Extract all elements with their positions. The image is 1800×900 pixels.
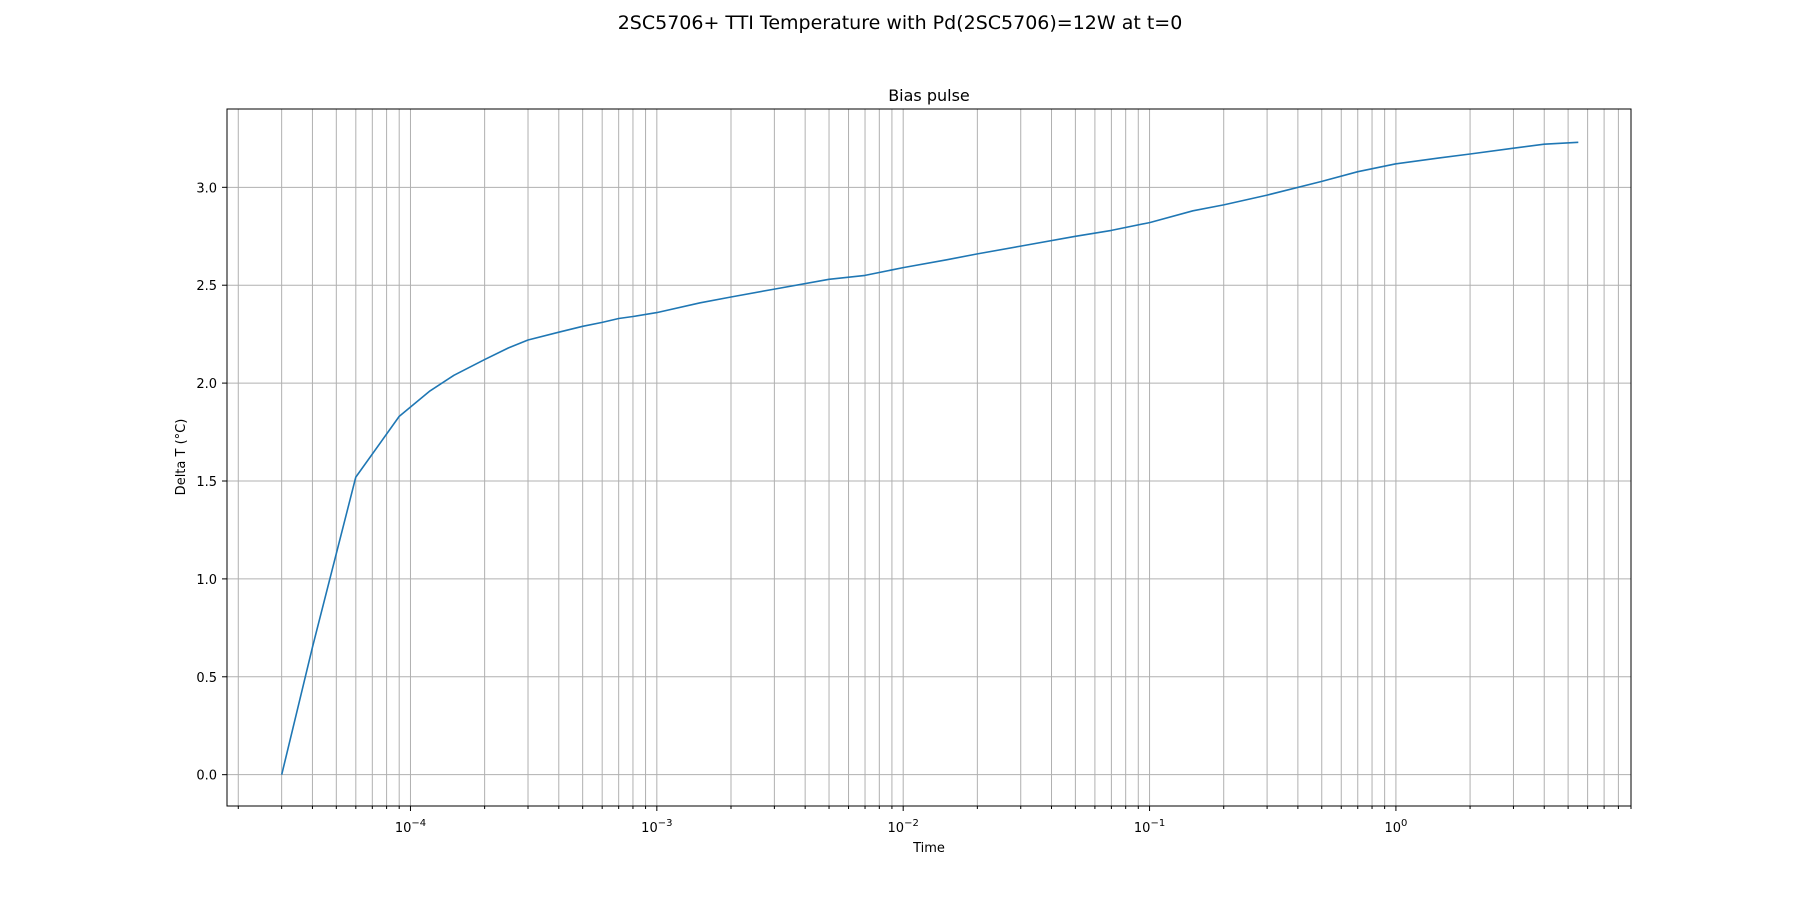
x-axis-label: Time	[912, 841, 945, 856]
y-tick-label: 2.5	[196, 279, 217, 294]
y-tick-label: 1.0	[196, 573, 217, 588]
ticks-layer: 0.0 0.5 1.0 1.5 2.0 2.5 3.0 10−4 10−3 10−2 10−1 100	[196, 181, 1632, 836]
y-tick-label: 0.0	[196, 769, 217, 784]
series-layer	[280, 141, 1579, 775]
series-line	[280, 141, 1579, 775]
y-tick-label: 0.5	[196, 671, 217, 686]
x-tick-label: 10−3	[641, 818, 672, 836]
y-axis-label: Delta T (°C)	[174, 419, 189, 496]
chart-title: Bias pulse	[888, 86, 970, 105]
x-tick-label: 10−4	[395, 818, 426, 836]
y-tick-label: 3.0	[196, 181, 217, 196]
figure-suptitle: 2SC5706+ TTI Temperature with Pd(2SC5706…	[617, 12, 1183, 34]
grid-layer	[227, 109, 1632, 806]
x-tick-label: 100	[1384, 818, 1407, 836]
y-tick-label: 2.0	[196, 377, 217, 392]
axes-frame	[226, 108, 1632, 807]
y-tick-label: 1.5	[196, 475, 217, 490]
x-tick-label: 10−2	[888, 818, 919, 836]
x-tick-label: 10−1	[1134, 818, 1165, 836]
